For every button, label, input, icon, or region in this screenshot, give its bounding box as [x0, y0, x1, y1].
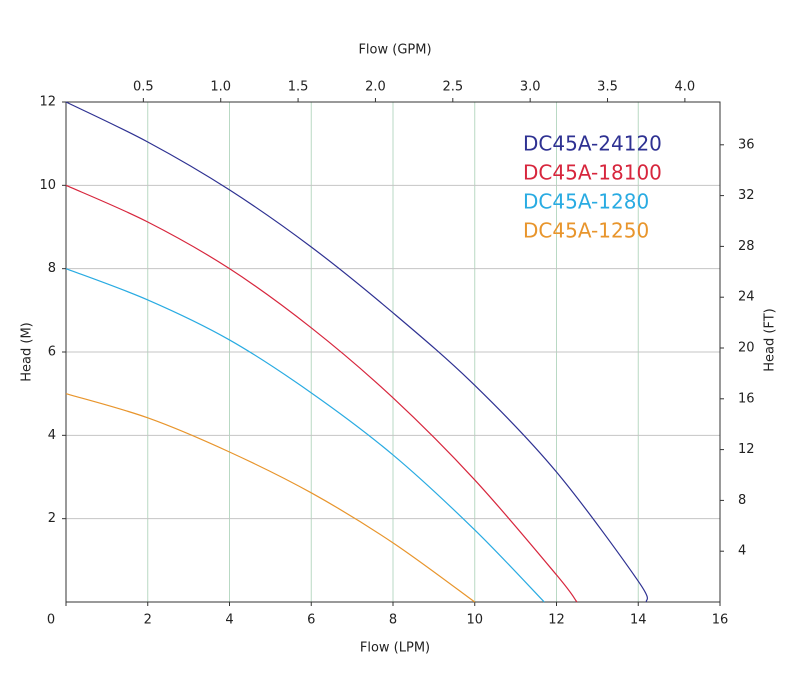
y2-tick-label: 24 [738, 290, 755, 305]
x-axis-label: Flow (LPM) [360, 641, 430, 656]
y-tick-label: 8 [48, 261, 56, 276]
x2-tick-label: 3.0 [520, 80, 541, 95]
y-tick-label: 4 [48, 428, 56, 443]
curve [65, 268, 545, 603]
y2-tick-label: 8 [738, 493, 746, 508]
x-tick-label: 12 [548, 613, 565, 628]
y2-tick-label: 32 [738, 188, 755, 203]
x2-axis-label: Flow (GPM) [358, 43, 431, 58]
curve [65, 184, 578, 603]
y2-tick-label: 36 [738, 137, 755, 152]
legend-entry: DC45A-18100 [523, 161, 662, 185]
x2-tick-label: 2.5 [442, 80, 463, 95]
legend-entry: DC45A-24120 [523, 132, 662, 156]
x-tick-label: 4 [225, 613, 233, 628]
legend-entry: DC45A-1250 [523, 219, 649, 243]
x-tick-label: 14 [630, 613, 647, 628]
x-tick-label: 16 [712, 613, 729, 628]
x-tick-label: 6 [307, 613, 315, 628]
y2-axis-label: Head (FT) [763, 308, 778, 371]
y2-tick-label: 12 [738, 442, 755, 457]
y-tick-label: 2 [48, 511, 56, 526]
x-tick-label: 2 [144, 613, 152, 628]
y-axis-label: Head (M) [20, 322, 35, 381]
x2-tick-label: 3.5 [597, 80, 618, 95]
y-tick-label: 12 [39, 95, 56, 110]
y-tick-label: 6 [48, 345, 56, 360]
x-tick-label: 8 [389, 613, 397, 628]
y2-tick-label: 16 [738, 391, 755, 406]
x2-tick-label: 1.5 [288, 80, 309, 95]
y2-tick-label: 28 [738, 239, 755, 254]
x-tick-label: 0 [47, 613, 55, 628]
x2-tick-label: 1.0 [210, 80, 231, 95]
curve [65, 393, 476, 603]
x2-tick-label: 0.5 [133, 80, 154, 95]
y2-tick-label: 4 [738, 544, 746, 559]
y2-tick-label: 20 [738, 340, 755, 355]
x-tick-label: 10 [466, 613, 483, 628]
x2-tick-label: 4.0 [675, 80, 696, 95]
curve [65, 101, 649, 603]
x2-tick-label: 2.0 [365, 80, 386, 95]
y-tick-label: 10 [39, 178, 56, 193]
legend-entry: DC45A-1280 [523, 190, 649, 214]
